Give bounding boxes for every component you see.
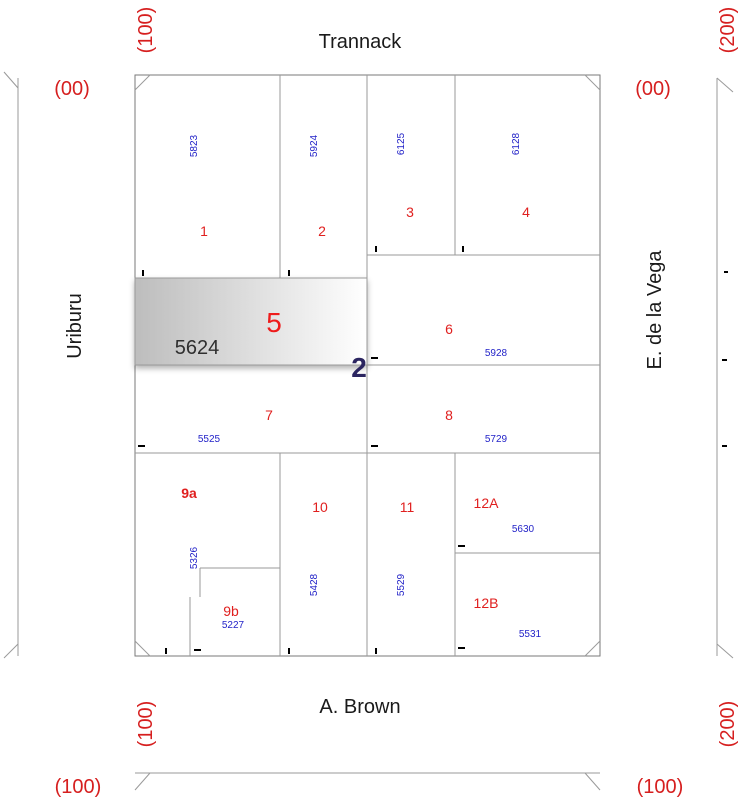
lot-numbers: 1 2 3 4 6 7 8 9a 9b 10 11 12A 12B [181,204,530,619]
numbering-code: (200) [717,701,739,748]
numbering-code: (200) [717,7,739,54]
corner-chamfer [584,640,601,657]
lot-number: 6 [445,321,453,337]
highlighted-lot-shape[interactable] [134,277,368,366]
highlighted-lot-number: 5 [266,307,282,338]
corner-chamfer [3,643,19,659]
corner-chamfer [134,640,151,657]
cadastral-number: 5428 [309,573,320,596]
street-name-east: E. de la Vega [644,250,666,370]
lot-number: 9a [181,485,197,501]
lot-number: 7 [265,407,273,423]
cadastral-number: 5729 [485,434,508,445]
street-lines [3,71,734,791]
lot-number: 1 [200,223,208,239]
lot-number: 12A [474,495,500,511]
corner-chamfer [3,71,19,89]
numbering-code: (100) [135,701,157,748]
lot-number: 8 [445,407,453,423]
numbering-codes: (100) (200) (00) (00) (100) (200) (100) … [54,7,739,798]
highlighted-lot[interactable]: 5 5624 [134,277,368,366]
street-name-south: A. Brown [319,696,400,718]
street-name-north: Trannack [319,31,403,53]
numbering-code: (00) [54,78,90,100]
lot-number: 11 [400,499,415,515]
numbering-code: (100) [135,7,157,54]
corner-chamfer [716,643,734,659]
cadastral-number: 5529 [396,573,407,596]
highlighted-lot-cadastral: 5624 [175,337,220,359]
lot-number: 4 [522,204,530,220]
corner-chamfer [584,74,601,91]
corner-chamfer [584,772,601,791]
cadastral-number: 5326 [189,546,200,569]
lot-number: 12B [474,595,499,611]
cadastral-number: 5531 [519,629,542,640]
cadastral-number: 6128 [511,132,522,155]
block-number: 2 [351,352,367,383]
lot-number: 10 [312,499,328,515]
cadastral-number: 5823 [189,134,200,157]
cadastral-number: 5928 [485,348,508,359]
cadastral-number: 5924 [309,134,320,157]
corner-chamfer [134,772,151,791]
cadastral-number: 5227 [222,620,245,631]
street-names: Trannack A. Brown Uriburu E. de la Vega [64,31,666,718]
cadastral-number: 5525 [198,434,221,445]
numbering-code: (100) [55,776,102,798]
cadastral-numbers: 5823 5924 6125 6128 5928 5525 5729 5326 … [189,132,542,640]
numbering-code: (100) [637,776,684,798]
lot-number: 3 [406,204,414,220]
corner-chamfer [716,77,734,93]
street-name-west: Uriburu [64,293,86,359]
lot-number: 2 [318,223,326,239]
corner-chamfer [134,74,151,91]
numbering-code: (00) [635,78,671,100]
cadastral-number: 5630 [512,524,535,535]
cadastral-number: 6125 [396,132,407,155]
lot-number: 9b [223,603,239,619]
